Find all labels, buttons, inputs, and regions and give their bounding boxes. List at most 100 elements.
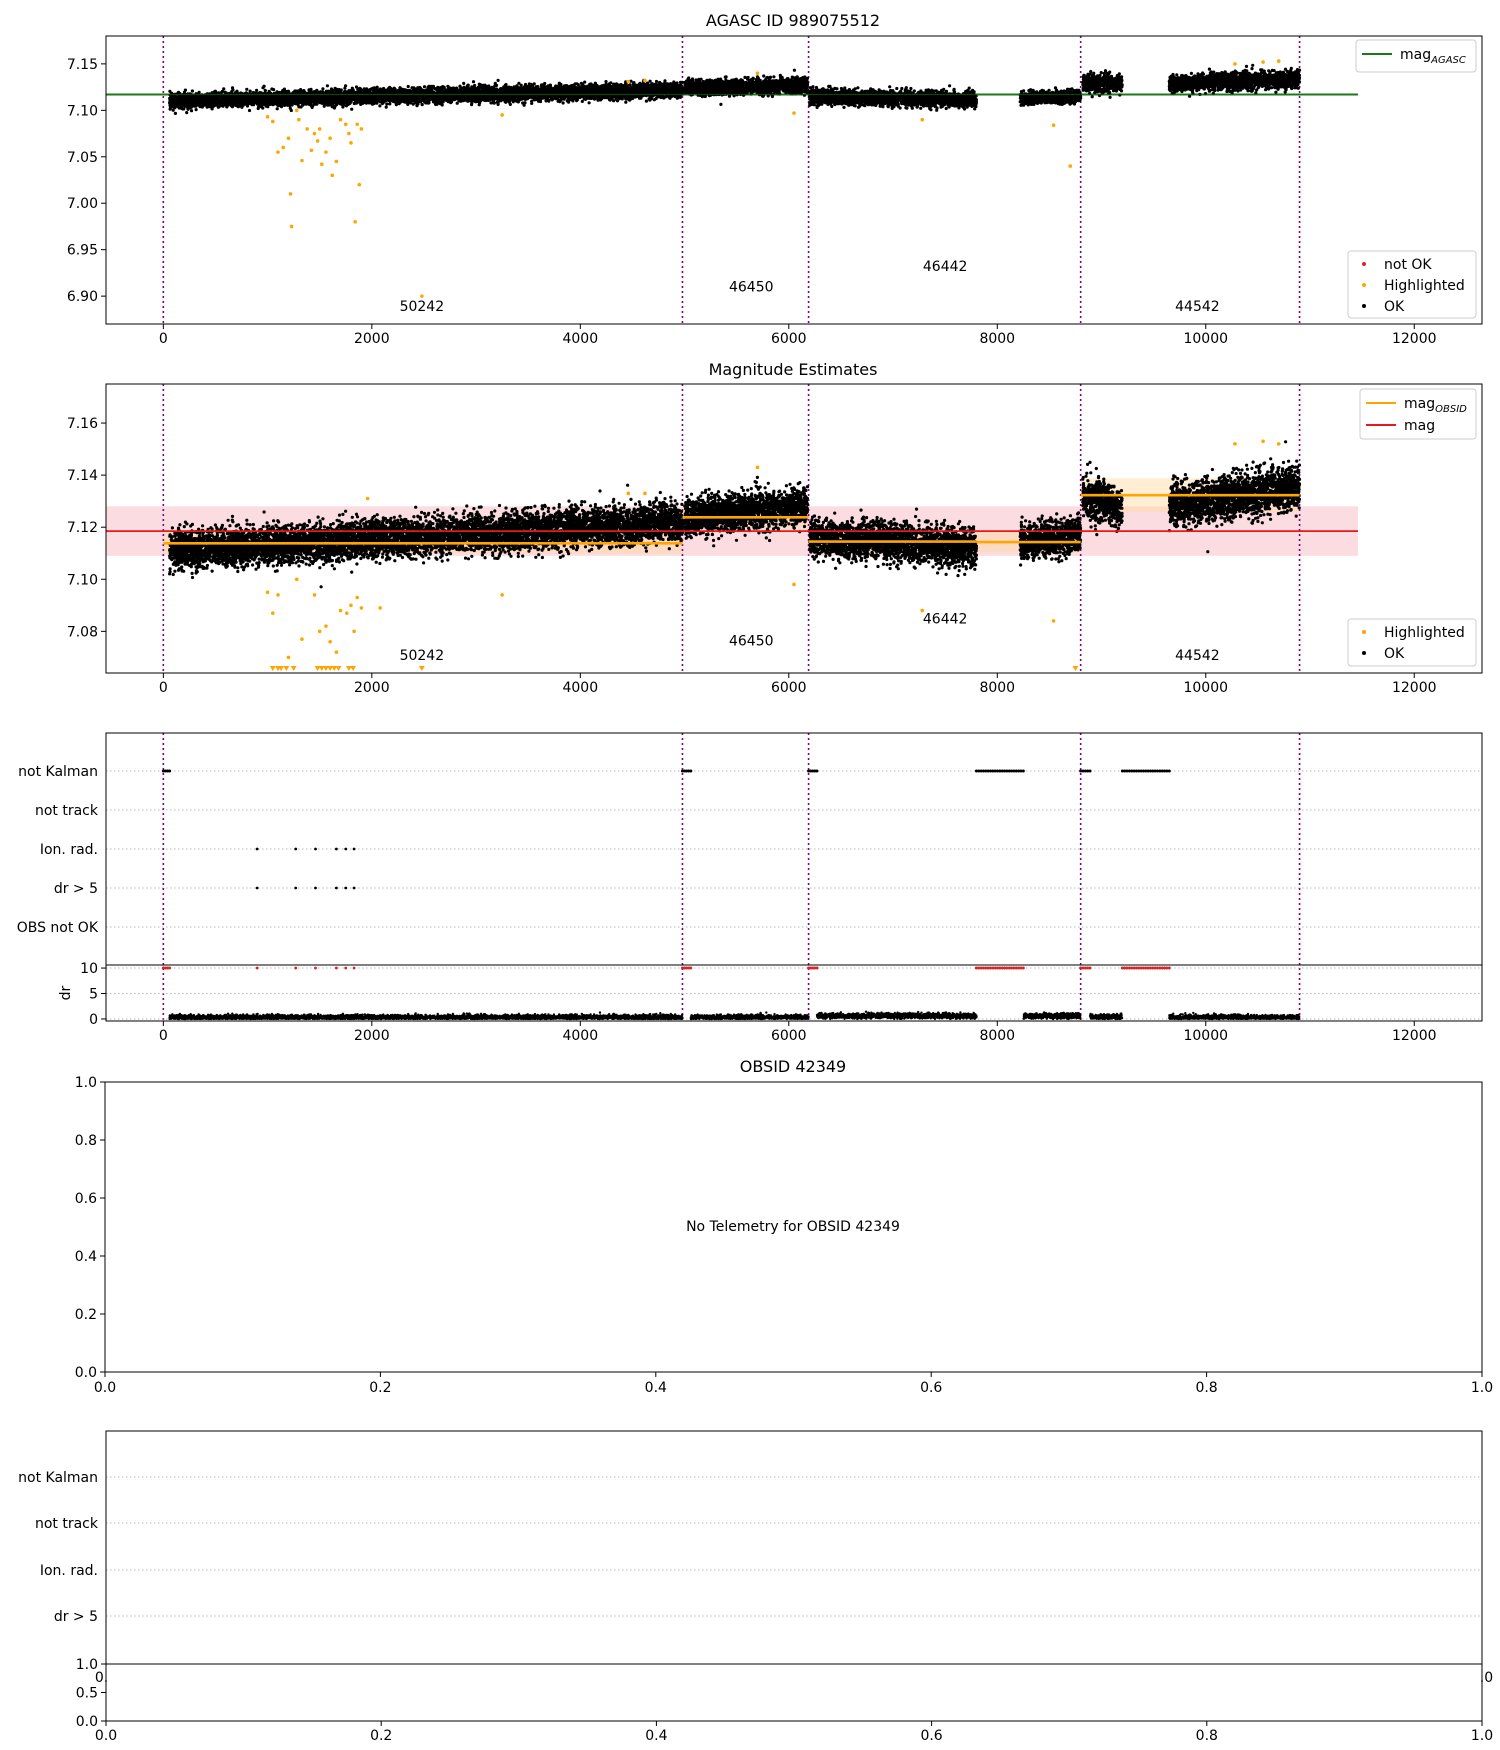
agasc-magnitude-panel: AGASC ID 989075512 50242464504644244542 … [67, 11, 1483, 347]
y-tick-label: 0.2 [75, 1307, 97, 1323]
dr-excess-mark [998, 966, 1002, 970]
x-tick-label: 0.6 [920, 1728, 942, 1744]
highlighted-point [317, 127, 322, 131]
x-tick-label: 8000 [979, 680, 1015, 696]
highlighted-point [352, 629, 356, 634]
flag-mark [683, 769, 687, 773]
flag-mark [1021, 769, 1025, 773]
clipped-point-marker [327, 666, 334, 671]
highlighted-point [300, 158, 304, 163]
dr-excess-mark [1160, 966, 1164, 970]
highlighted-point [345, 611, 349, 615]
dr-excess-mark [993, 966, 997, 970]
flag-row-label: Ion. rad. [40, 1563, 98, 1579]
dr-tick-label: 5 [89, 987, 98, 1003]
legend-label: OK [1384, 299, 1405, 315]
dr-excess-mark [1146, 966, 1150, 970]
flag-mark [1151, 769, 1155, 773]
flag-mark [1167, 769, 1171, 773]
flag-mark [168, 769, 172, 773]
dr-excess-mark [1019, 966, 1023, 970]
dr-excess-mark [1127, 966, 1131, 970]
x-tick-label: 10000 [1183, 680, 1228, 696]
dr-excess-mark [1003, 966, 1007, 970]
flag-mark [344, 886, 348, 890]
clipped-point-marker [350, 666, 357, 671]
flag-row-label: OBS not OK [17, 920, 99, 936]
flag-mark [988, 769, 992, 773]
y-tick-label: 0.0 [76, 1714, 98, 1730]
flag-mark [809, 769, 813, 773]
highlighted-point [270, 119, 275, 124]
obsid-label: 50242 [400, 299, 445, 315]
highlighted-point [297, 117, 301, 122]
y-tick-label: 7.15 [67, 57, 98, 73]
x-tick-label: 0.4 [645, 1380, 667, 1396]
x-tick-label: 6000 [771, 331, 807, 347]
dr-excess-mark [1130, 966, 1134, 970]
x-tick-label: 0 [159, 331, 168, 347]
x-tick-label: 0.2 [370, 1728, 392, 1744]
highlighted-point [309, 148, 314, 153]
dr-excess-mark [991, 966, 995, 970]
legend-label: Highlighted [1384, 278, 1465, 294]
x-tick-label: 0 [159, 680, 168, 696]
dr-excess-mark [1014, 966, 1018, 970]
dr-points [168, 1010, 1301, 1021]
clipped-point-marker [418, 666, 425, 671]
highlighted-point [300, 637, 304, 641]
highlighted-point [265, 115, 270, 119]
obsid-axes-frame [104, 1081, 1483, 1373]
y-tick-label: 0.4 [75, 1249, 97, 1265]
dr-excess-mark [1134, 966, 1138, 970]
dr-excess-mark [1079, 966, 1083, 970]
flag-mark [1158, 769, 1162, 773]
dr-excess-mark [1158, 966, 1162, 970]
highlighted-point [334, 159, 339, 164]
x-tick-label: 12000 [1392, 680, 1437, 696]
flag-mark [1083, 769, 1087, 773]
highlighted-point [792, 582, 796, 587]
dr-excess-mark [334, 966, 338, 970]
flag-mark [986, 769, 990, 773]
obsid-label: 46450 [729, 634, 774, 650]
dr-excess-mark [1000, 966, 1004, 970]
clipped-point-marker [331, 666, 338, 671]
highlighted-point [338, 117, 343, 122]
dr-excess-mark [807, 966, 811, 970]
obsid-label: 46450 [729, 279, 774, 295]
agasc-axes-frame [105, 35, 1483, 325]
flag-mark [166, 769, 170, 773]
flag-mark [1137, 769, 1141, 773]
flag-mark [1120, 769, 1124, 773]
flag-mark [1123, 769, 1127, 773]
flag-row-label: not track [35, 1516, 99, 1532]
flag-mark [685, 769, 689, 773]
empty-flags-ticks: not Kalman not track Ion. rad. dr > 5 1.0 0.0… [18, 1470, 1493, 1744]
flags-panel: not Kalman not track Ion. rad. dr > 5 OBS no… [17, 732, 1483, 1044]
dr-excess-mark [1141, 966, 1145, 970]
x-tick-label: 0.6 [920, 1380, 942, 1396]
dr-excess-mark [161, 966, 165, 970]
dr-axes-frame [105, 964, 1483, 1022]
y-tick-label: 0.6 [75, 1191, 97, 1207]
dr-excess-mark [1012, 966, 1016, 970]
x-tick-label: 12000 [1392, 331, 1437, 347]
flag-mark [1007, 769, 1011, 773]
dr-excess-mark [1137, 966, 1141, 970]
highlighted-point [920, 117, 925, 122]
estimates-panel-title: Magnitude Estimates [709, 360, 878, 379]
x-tick-label: 4000 [562, 1028, 598, 1044]
flag-mark [255, 886, 259, 890]
dr-excess-mark [689, 966, 693, 970]
flag-mark [984, 769, 988, 773]
flag-mark [1160, 769, 1164, 773]
y-tick-label: 7.16 [67, 416, 98, 432]
dr-excess-mark [996, 966, 1000, 970]
agasc-panel-title: AGASC ID 989075512 [706, 11, 880, 30]
flag-mark [689, 769, 693, 773]
legend-dot-swatch [1362, 283, 1366, 287]
x-tick-label: 0.0 [94, 1380, 116, 1396]
flag-mark [1017, 769, 1021, 773]
estimates-point-legend: Highlighted OK [1347, 618, 1477, 667]
